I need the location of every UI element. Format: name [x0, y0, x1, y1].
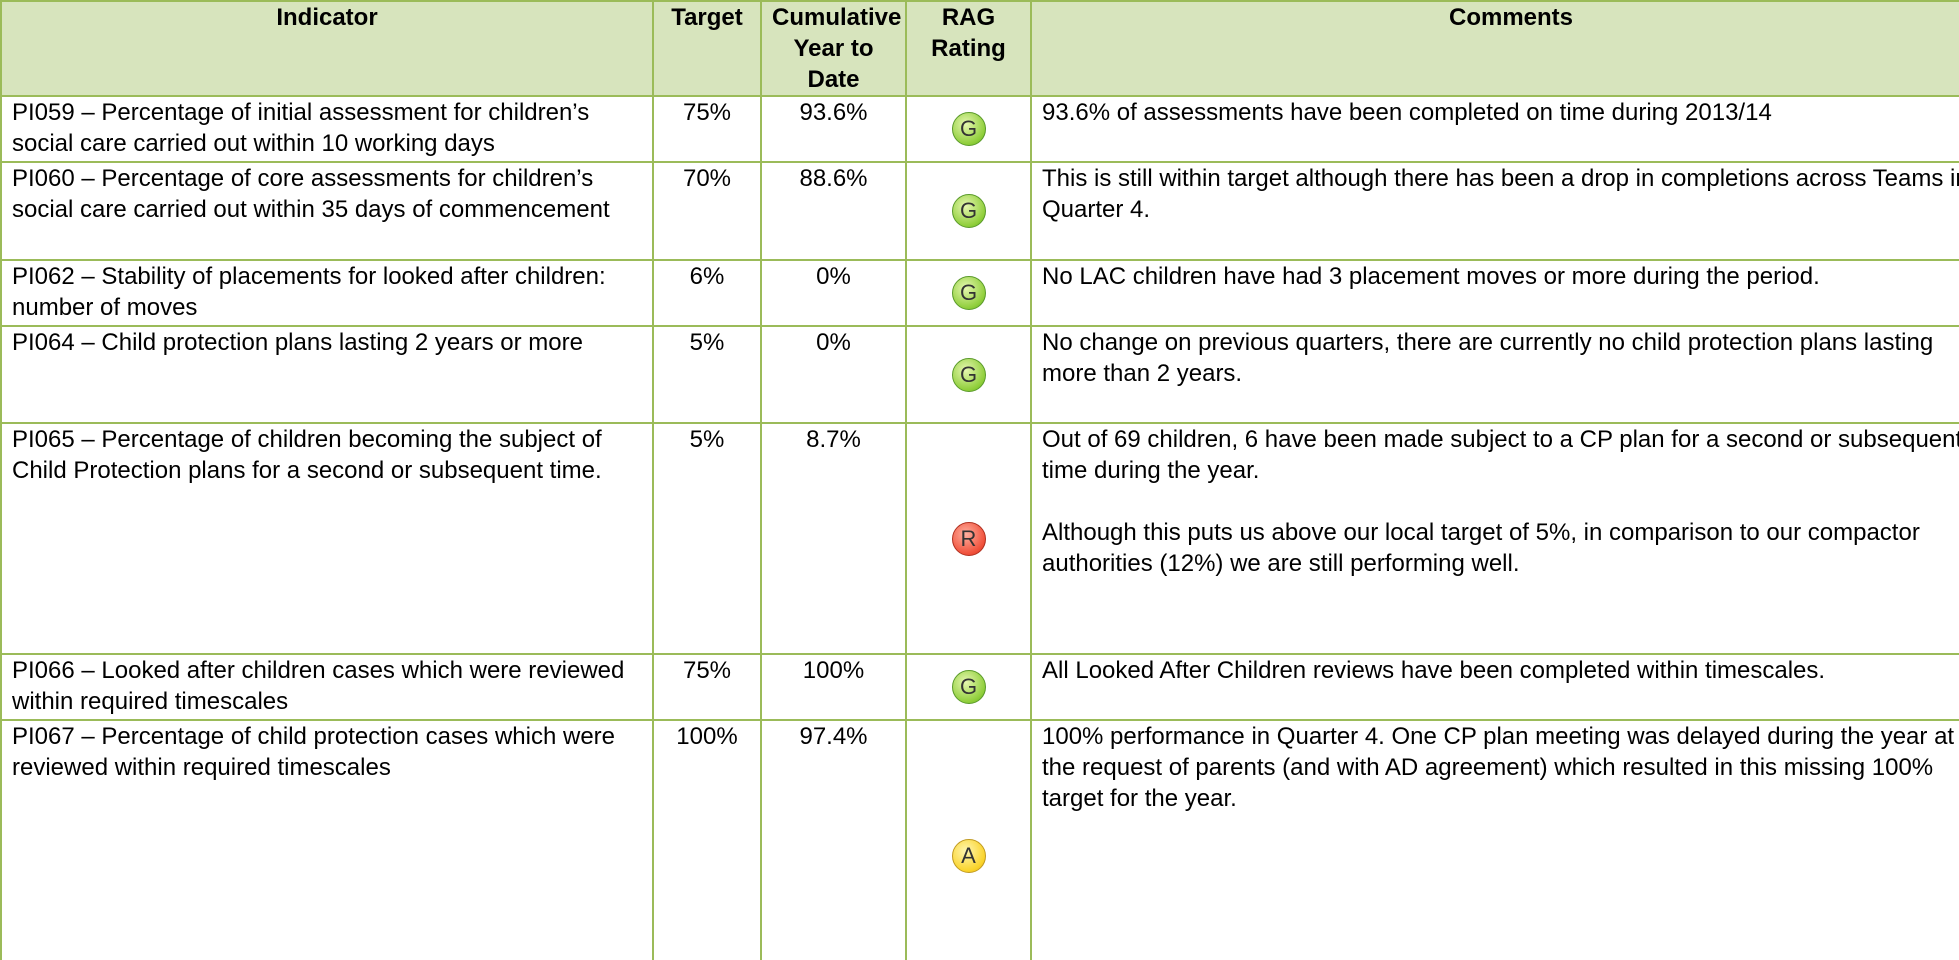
- rag-badge: G: [951, 194, 986, 228]
- rag-cell: R: [905, 422, 1032, 655]
- target-cell: 75%: [652, 653, 762, 721]
- table-row: PI067 – Percentage of child protection c…: [0, 719, 1959, 960]
- header-cell: Target: [652, 0, 762, 97]
- indicator-cell: PI060 – Percentage of core assessments f…: [0, 161, 654, 261]
- rag-cell: G: [905, 259, 1032, 327]
- comments-cell: This is still within target although the…: [1030, 161, 1959, 261]
- comment-paragraph: 100% performance in Quarter 4. One CP pl…: [1042, 723, 1955, 812]
- comment-paragraph: No LAC children have had 3 placement mov…: [1042, 263, 1820, 290]
- rag-badge: G: [951, 112, 986, 146]
- header-cell: Cumulative Year to Date: [760, 0, 907, 97]
- target-cell: 75%: [652, 95, 762, 163]
- comments-cell: All Looked After Children reviews have b…: [1030, 653, 1959, 721]
- cumulative-cell: 0%: [760, 325, 907, 424]
- indicator-cell: PI066 – Looked after children cases whic…: [0, 653, 654, 721]
- indicator-cell: PI062 – Stability of placements for look…: [0, 259, 654, 327]
- target-cell: 6%: [652, 259, 762, 327]
- indicator-cell: PI059 – Percentage of initial assessment…: [0, 95, 654, 163]
- rag-cell: A: [905, 719, 1032, 960]
- rag-badge: G: [951, 357, 986, 392]
- rag-badge: G: [951, 276, 986, 310]
- table-row: PI065 – Percentage of children becoming …: [0, 422, 1959, 655]
- cumulative-cell: 97.4%: [760, 719, 907, 960]
- header-cell: Comments: [1030, 0, 1959, 97]
- comment-paragraph: Although this puts us above our local ta…: [1042, 519, 1920, 577]
- indicator-cell: PI067 – Percentage of child protection c…: [0, 719, 654, 960]
- table-row: PI062 – Stability of placements for look…: [0, 259, 1959, 327]
- rag-badge: G: [951, 670, 986, 704]
- rag-badge: R: [951, 521, 986, 556]
- indicator-cell: PI064 – Child protection plans lasting 2…: [0, 325, 654, 424]
- header-cell: RAG Rating: [905, 0, 1032, 97]
- comment-paragraph: This is still within target although the…: [1042, 165, 1959, 223]
- target-cell: 5%: [652, 325, 762, 424]
- cumulative-cell: 0%: [760, 259, 907, 327]
- comments-cell: 100% performance in Quarter 4. One CP pl…: [1030, 719, 1959, 960]
- target-cell: 5%: [652, 422, 762, 655]
- table-row: PI059 – Percentage of initial assessment…: [0, 95, 1959, 163]
- target-cell: 70%: [652, 161, 762, 261]
- cumulative-cell: 100%: [760, 653, 907, 721]
- table-row: PI060 – Percentage of core assessments f…: [0, 161, 1959, 261]
- rag-cell: G: [905, 161, 1032, 261]
- comment-paragraph: Out of 69 children, 6 have been made sub…: [1042, 426, 1959, 484]
- table-row: PI064 – Child protection plans lasting 2…: [0, 325, 1959, 424]
- header-cell: Indicator: [0, 0, 654, 97]
- table-body: PI059 – Percentage of initial assessment…: [0, 95, 1959, 960]
- cumulative-cell: 93.6%: [760, 95, 907, 163]
- comments-cell: No change on previous quarters, there ar…: [1030, 325, 1959, 424]
- table-row: PI066 – Looked after children cases whic…: [0, 653, 1959, 721]
- header-row: Indicator Target Cumulative Year to Date…: [0, 0, 1959, 97]
- cumulative-cell: 8.7%: [760, 422, 907, 655]
- comments-cell: No LAC children have had 3 placement mov…: [1030, 259, 1959, 327]
- comment-paragraph: All Looked After Children reviews have b…: [1042, 657, 1826, 684]
- rag-cell: G: [905, 653, 1032, 721]
- comments-cell: 93.6% of assessments have been completed…: [1030, 95, 1959, 163]
- comment-paragraph: No change on previous quarters, there ar…: [1042, 329, 1934, 387]
- comment-paragraph: 93.6% of assessments have been completed…: [1042, 99, 1772, 126]
- comments-cell: Out of 69 children, 6 have been made sub…: [1030, 422, 1959, 655]
- rag-cell: G: [905, 95, 1032, 163]
- target-cell: 100%: [652, 719, 762, 960]
- indicator-cell: PI065 – Percentage of children becoming …: [0, 422, 654, 655]
- cumulative-cell: 88.6%: [760, 161, 907, 261]
- rag-cell: G: [905, 325, 1032, 424]
- rag-badge: A: [951, 839, 986, 873]
